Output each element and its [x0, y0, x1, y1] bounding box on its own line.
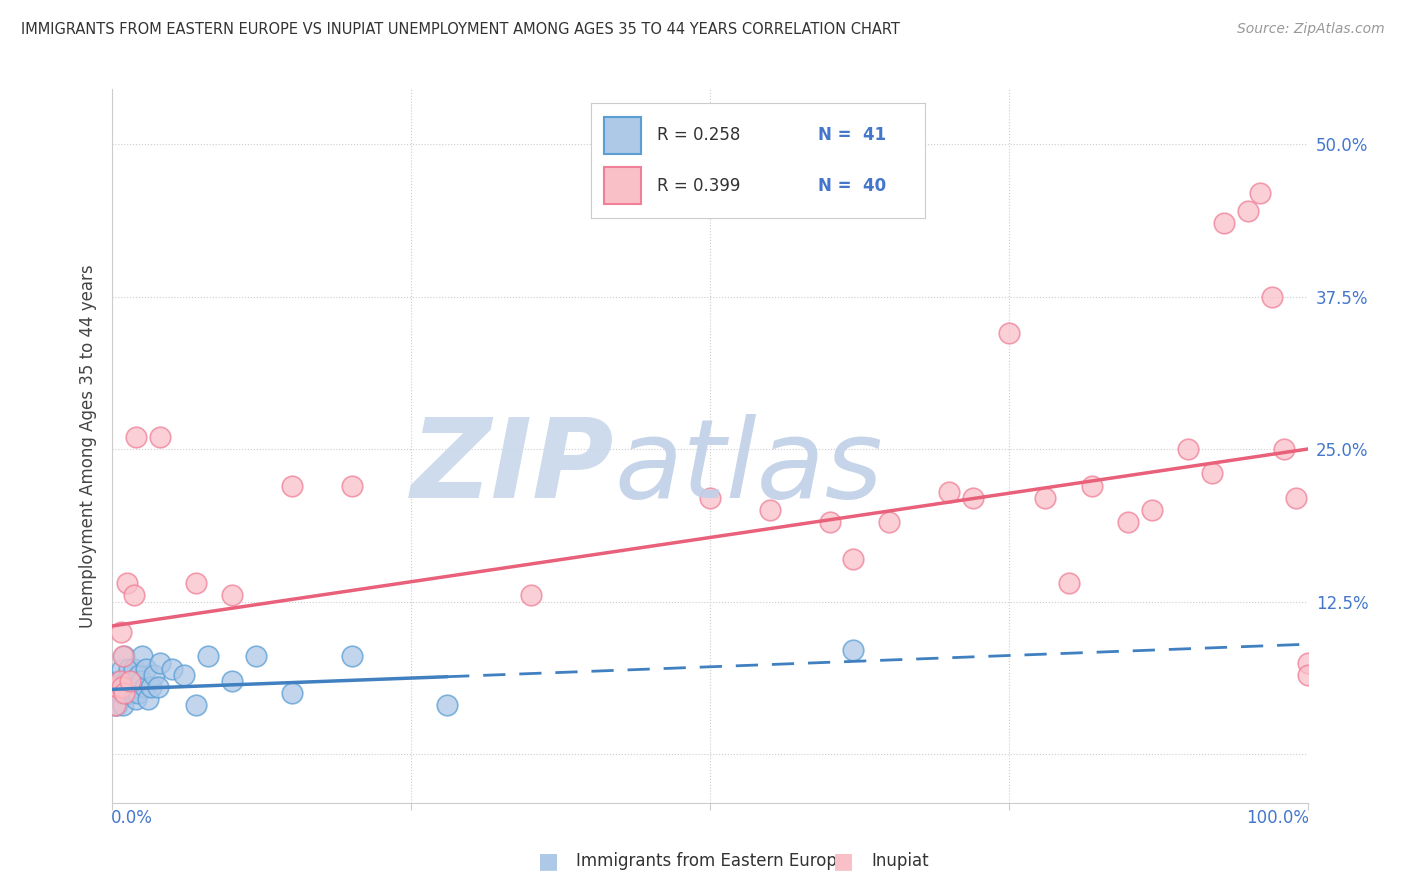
Point — [197, 649, 219, 664]
Point — [842, 551, 865, 566]
Point — [938, 484, 960, 499]
Point — [129, 673, 152, 688]
Point — [877, 515, 900, 529]
Text: N =  40: N = 40 — [818, 177, 886, 194]
Point — [125, 430, 148, 444]
Text: ZIP: ZIP — [411, 414, 614, 521]
Point — [1033, 491, 1056, 505]
Point — [114, 686, 135, 700]
Text: ■: ■ — [538, 851, 558, 871]
Point — [114, 649, 135, 664]
Point — [699, 491, 721, 505]
Point — [122, 662, 145, 676]
Point — [111, 680, 134, 694]
Point — [121, 680, 143, 694]
Point — [112, 649, 135, 664]
Point — [138, 692, 160, 706]
Point — [186, 576, 208, 591]
Point — [1296, 667, 1319, 681]
Point — [122, 589, 145, 603]
Point — [108, 673, 131, 688]
Point — [134, 680, 156, 694]
Point — [108, 686, 131, 700]
Point — [115, 673, 138, 688]
Point — [149, 656, 172, 670]
Point — [221, 673, 243, 688]
Point — [1272, 442, 1295, 456]
Point — [146, 680, 169, 694]
Point — [186, 698, 208, 713]
Point — [1057, 576, 1080, 591]
Point — [112, 698, 135, 713]
FancyBboxPatch shape — [605, 168, 641, 204]
Text: Inupiat: Inupiat — [872, 852, 929, 870]
Point — [1140, 503, 1163, 517]
Point — [114, 686, 135, 700]
Point — [1116, 515, 1139, 529]
Point — [340, 649, 363, 664]
Text: N =  41: N = 41 — [818, 127, 886, 145]
Text: ■: ■ — [834, 851, 853, 871]
Point — [1249, 186, 1271, 200]
Point — [520, 589, 543, 603]
Point — [281, 686, 304, 700]
Point — [120, 686, 142, 700]
Text: R = 0.258: R = 0.258 — [658, 127, 741, 145]
Point — [221, 589, 243, 603]
Point — [340, 478, 363, 492]
Point — [121, 673, 143, 688]
Text: Source: ZipAtlas.com: Source: ZipAtlas.com — [1237, 22, 1385, 37]
Point — [759, 503, 782, 517]
Point — [117, 686, 139, 700]
Point — [110, 625, 132, 640]
Point — [110, 673, 132, 688]
Point — [1260, 289, 1282, 303]
Point — [107, 673, 129, 688]
FancyBboxPatch shape — [605, 117, 641, 153]
Text: IMMIGRANTS FROM EASTERN EUROPE VS INUPIAT UNEMPLOYMENT AMONG AGES 35 TO 44 YEARS: IMMIGRANTS FROM EASTERN EUROPE VS INUPIA… — [21, 22, 900, 37]
Y-axis label: Unemployment Among Ages 35 to 44 years: Unemployment Among Ages 35 to 44 years — [79, 264, 97, 628]
Text: 0.0%: 0.0% — [111, 809, 153, 827]
Point — [105, 686, 128, 700]
Point — [149, 430, 172, 444]
Point — [104, 698, 127, 713]
Point — [998, 326, 1021, 341]
Point — [162, 662, 183, 676]
Point — [1237, 204, 1260, 219]
Point — [245, 649, 267, 664]
Text: Immigrants from Eastern Europe: Immigrants from Eastern Europe — [576, 852, 848, 870]
Point — [135, 662, 157, 676]
Point — [1212, 216, 1236, 230]
Point — [124, 680, 146, 694]
Point — [128, 667, 150, 681]
Text: atlas: atlas — [614, 414, 883, 521]
Point — [1285, 491, 1308, 505]
Point — [111, 662, 134, 676]
Point — [1177, 442, 1199, 456]
Point — [139, 680, 162, 694]
Text: R = 0.399: R = 0.399 — [658, 177, 741, 194]
Point — [118, 662, 141, 676]
Point — [842, 643, 865, 657]
Point — [281, 478, 304, 492]
Point — [120, 673, 142, 688]
Point — [115, 576, 138, 591]
Point — [1201, 467, 1223, 481]
Point — [105, 680, 128, 694]
Point — [173, 667, 195, 681]
Point — [143, 667, 166, 681]
Point — [114, 673, 136, 688]
Point — [1081, 478, 1104, 492]
Point — [1296, 656, 1319, 670]
Point — [127, 686, 149, 700]
Point — [131, 649, 153, 664]
Point — [436, 698, 458, 713]
Point — [818, 515, 841, 529]
Point — [104, 698, 127, 713]
Point — [125, 692, 148, 706]
Point — [962, 491, 984, 505]
Text: 100.0%: 100.0% — [1246, 809, 1309, 827]
Point — [105, 698, 128, 713]
